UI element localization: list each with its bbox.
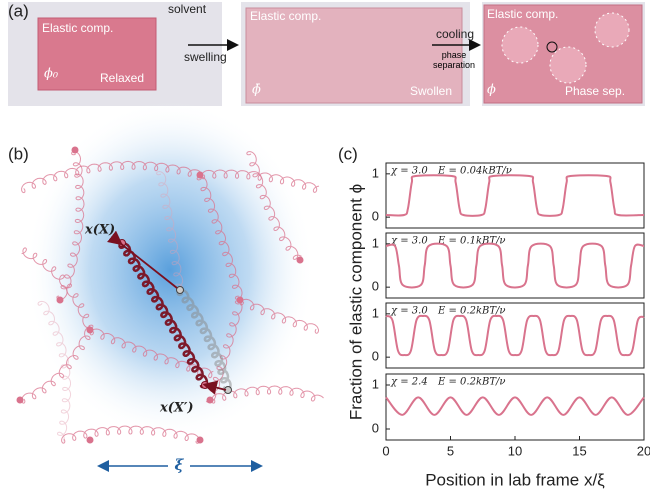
box-symbol: ϕ̄ <box>252 83 261 98</box>
box-title: Elastic comp. <box>42 21 113 35</box>
crosslink <box>87 437 94 444</box>
arrow-label-box: phase separation <box>428 50 480 80</box>
box-title: Elastic comp. <box>487 7 558 21</box>
arrow-label: phase separation <box>428 50 480 70</box>
length-label: ξ <box>175 456 185 474</box>
point-label: x(X′) <box>159 401 194 416</box>
anchor-point <box>177 287 184 294</box>
x-axis-label: Position in lab frame x/ξ <box>425 470 605 489</box>
x-tick-label: 20 <box>637 443 650 458</box>
crosslink <box>197 437 204 444</box>
panel-a: (a) solvent Elastic comp. ϕ₀ Relaxed Ela… <box>8 1 645 106</box>
y-tick-label: 1 <box>372 235 379 250</box>
panel-c: (c) Fraction of elastic component ϕ Posi… <box>338 144 650 489</box>
chi-label: χ = 3.0 <box>390 306 428 317</box>
line-series <box>386 316 644 355</box>
y-tick-label: 0 <box>372 349 379 364</box>
crosslink <box>57 297 64 304</box>
panel-b <box>17 100 324 444</box>
x-tick-label: 5 <box>447 443 454 458</box>
line-series <box>386 397 644 415</box>
crosslink <box>237 297 244 304</box>
panel-label: (c) <box>338 144 358 163</box>
box-state: Phase sep. <box>565 84 625 98</box>
chi-label: χ = 2.4 <box>390 377 428 388</box>
box-state: Swollen <box>410 84 452 98</box>
y-tick-label: 1 <box>372 376 379 391</box>
box-state: Relaxed <box>100 71 144 85</box>
x-tick-label: 0 <box>382 443 389 458</box>
e-label: E = 0.2kBT/ν <box>437 306 505 317</box>
crosslink <box>207 397 214 404</box>
x-tick-label: 15 <box>572 443 586 458</box>
e-label: E = 0.2kBT/ν <box>437 377 505 388</box>
y-tick-label: 0 <box>372 420 379 435</box>
solvent-label: solvent <box>168 2 207 16</box>
box-symbol: ϕ <box>487 83 496 98</box>
y-axis-label: Fraction of elastic component ϕ <box>346 184 365 420</box>
crosslink <box>72 147 79 154</box>
crosslink <box>17 397 24 404</box>
crosslink <box>297 257 304 264</box>
figure: (a) solvent Elastic comp. ϕ₀ Relaxed Ela… <box>0 0 650 497</box>
box-title: Elastic comp. <box>250 9 321 23</box>
y-tick-label: 1 <box>372 165 379 180</box>
panel-label: (a) <box>8 1 29 20</box>
x-tick-label: 10 <box>508 443 522 458</box>
arrow-label: cooling <box>436 27 474 41</box>
panel-label: (b) <box>8 144 29 163</box>
arrow-label: swelling <box>184 50 227 64</box>
crosslink <box>197 172 204 179</box>
chi-label: χ = 3.0 <box>390 236 428 247</box>
crosslink <box>87 327 94 334</box>
line-series <box>386 244 644 288</box>
box-symbol: ϕ₀ <box>44 67 59 82</box>
y-tick-label: 0 <box>372 279 379 294</box>
line-series <box>386 175 644 216</box>
y-tick-label: 1 <box>372 305 379 320</box>
y-tick-label: 0 <box>372 209 379 224</box>
point-label: x(X) <box>84 223 115 238</box>
